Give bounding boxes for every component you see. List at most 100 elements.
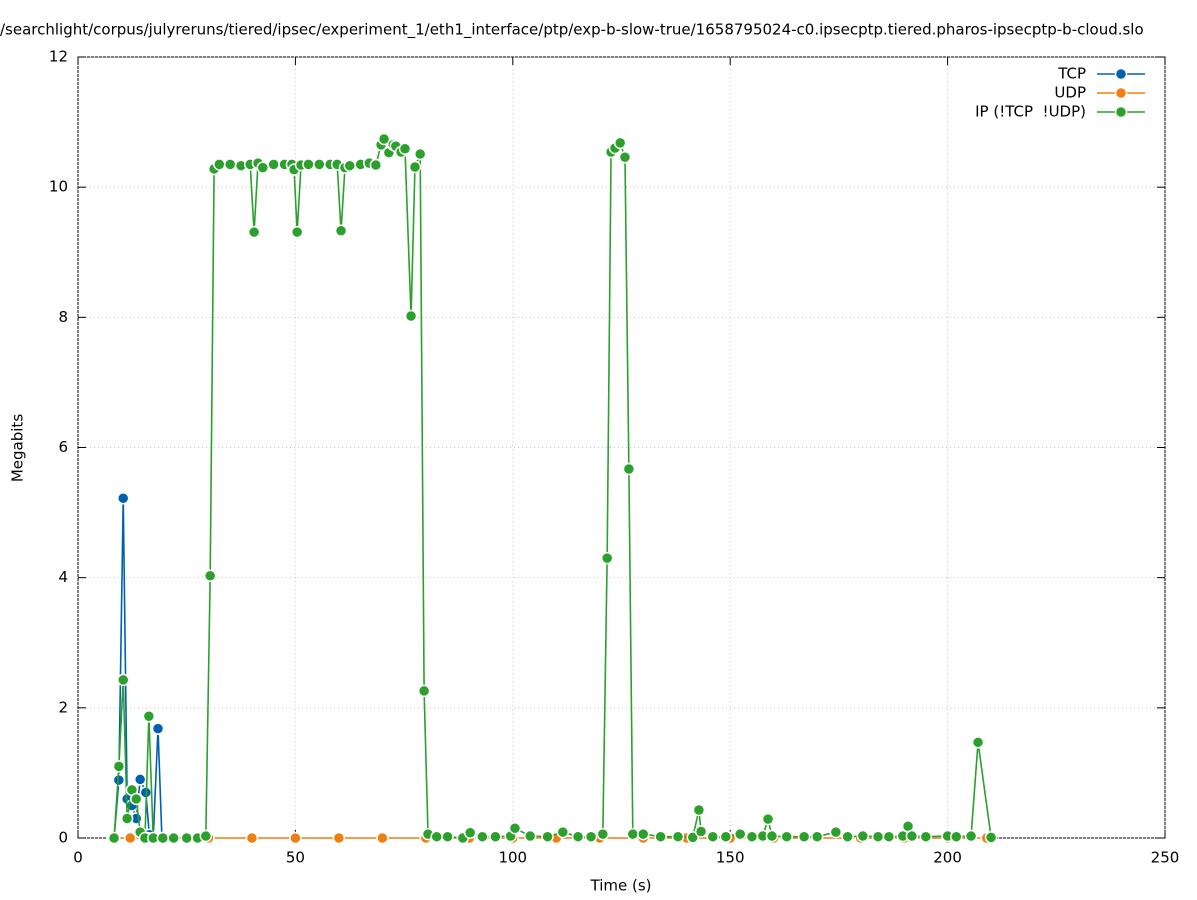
- legend-label: IP (!TCP !UDP): [975, 103, 1086, 121]
- data-point: [332, 831, 346, 845]
- data-point: [290, 225, 304, 239]
- data-point: [476, 830, 489, 843]
- data-point: [256, 161, 270, 174]
- data-point: [116, 673, 130, 687]
- data-point: [810, 830, 824, 843]
- x-tick-label: 150: [716, 849, 745, 867]
- data-point: [692, 803, 706, 817]
- data-point: [905, 829, 919, 843]
- data-point: [408, 160, 422, 174]
- data-point: [719, 830, 733, 843]
- x-tick-label: 100: [498, 849, 527, 867]
- data-point: [686, 831, 700, 844]
- data-point: [441, 830, 454, 843]
- data-point: [430, 830, 443, 843]
- data-point: [156, 831, 170, 845]
- data-point: [107, 831, 121, 845]
- data-point: [369, 158, 383, 172]
- data-point: [600, 551, 614, 565]
- data-point: [334, 224, 348, 238]
- data-point: [398, 142, 412, 156]
- x-tick-label: 250: [1151, 849, 1180, 867]
- y-tick-label: 6: [58, 438, 68, 456]
- y-tick-label: 4: [58, 568, 68, 586]
- data-point: [626, 827, 640, 841]
- data-point: [112, 760, 126, 773]
- data-point: [613, 136, 627, 150]
- chart-title: /searchlight/corpus/julyreruns/tiered/ip…: [0, 21, 1144, 40]
- data-point: [636, 827, 650, 841]
- data-point: [167, 831, 180, 845]
- data-point: [571, 830, 585, 843]
- y-tick-label: 2: [58, 698, 68, 716]
- data-point: [964, 829, 978, 843]
- data-point: [618, 150, 632, 164]
- data-point: [797, 830, 811, 843]
- data-point: [130, 792, 143, 806]
- data-point: [404, 309, 418, 323]
- data-point: [313, 158, 326, 171]
- data-point: [413, 147, 427, 161]
- series-line: [113, 136, 992, 841]
- data-point: [245, 831, 259, 845]
- data-point: [199, 829, 213, 843]
- y-tick-label: 0: [58, 829, 68, 847]
- x-tick-label: 0: [73, 849, 83, 867]
- data-point: [654, 830, 667, 843]
- legend-swatch-point: [1114, 86, 1128, 100]
- data-point: [919, 830, 933, 843]
- y-tick-label: 10: [49, 178, 68, 196]
- x-tick-label: 200: [933, 849, 962, 867]
- data-point: [694, 825, 708, 838]
- data-point: [508, 821, 522, 835]
- data-point: [151, 722, 165, 735]
- series-line: [113, 498, 163, 840]
- data-point: [622, 462, 636, 476]
- data-point: [856, 829, 870, 843]
- data-point: [761, 812, 775, 826]
- data-point: [223, 158, 237, 171]
- legend-entry: UDP: [1054, 84, 1145, 102]
- legend-entry: IP (!TCP !UDP): [975, 103, 1145, 121]
- data-point: [142, 710, 156, 723]
- data-point: [120, 812, 134, 825]
- data-point: [267, 158, 280, 171]
- data-point: [343, 159, 356, 172]
- y-tick-label: 8: [58, 308, 68, 326]
- data-point: [584, 830, 598, 843]
- data-point: [489, 830, 502, 843]
- data-point: [247, 225, 261, 239]
- legend-entry: TCP: [1057, 65, 1145, 83]
- legend-swatch-point: [1114, 67, 1128, 81]
- data-point: [302, 158, 315, 171]
- data-point: [780, 830, 793, 843]
- data-point: [133, 773, 147, 786]
- data-point: [706, 830, 720, 843]
- x-axis-label: Time (s): [590, 877, 652, 895]
- y-tick-label: 12: [49, 48, 68, 66]
- data-point: [289, 831, 302, 845]
- data-point: [971, 736, 985, 749]
- data-point: [733, 827, 747, 841]
- legend-label: UDP: [1054, 84, 1086, 102]
- data-point: [984, 831, 998, 844]
- data-point: [541, 830, 554, 843]
- data-point: [417, 684, 431, 698]
- data-point: [765, 829, 779, 843]
- data-point: [745, 830, 759, 843]
- data-point: [377, 132, 391, 146]
- data-point: [596, 827, 610, 841]
- data-point: [671, 830, 685, 843]
- data-point: [841, 830, 854, 843]
- plot-frame: [77, 56, 1166, 839]
- y-axis-label: Megabits: [9, 414, 27, 482]
- data-point: [213, 158, 226, 171]
- data-point: [556, 825, 570, 839]
- data-point: [123, 831, 137, 845]
- x-tick-label: 50: [286, 849, 305, 867]
- data-point: [203, 569, 217, 582]
- data-point: [882, 830, 896, 843]
- data-point: [950, 830, 963, 843]
- data-point: [180, 831, 193, 845]
